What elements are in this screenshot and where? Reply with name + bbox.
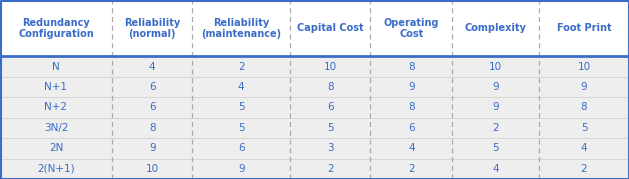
Text: 4: 4 <box>493 164 499 174</box>
Text: 10: 10 <box>489 62 502 72</box>
Text: Capital Cost: Capital Cost <box>297 23 364 33</box>
Text: 8: 8 <box>327 82 333 92</box>
Text: 3N/2: 3N/2 <box>44 123 68 133</box>
Text: 9: 9 <box>149 143 155 153</box>
Text: 6: 6 <box>149 82 155 92</box>
Text: N+1: N+1 <box>45 82 67 92</box>
Text: Complexity: Complexity <box>465 23 526 33</box>
Text: 2: 2 <box>493 123 499 133</box>
Text: 8: 8 <box>408 102 415 112</box>
Text: 8: 8 <box>408 62 415 72</box>
Bar <box>0 0 629 56</box>
Text: 10: 10 <box>146 164 159 174</box>
Bar <box>0 97 629 118</box>
Text: 9: 9 <box>408 82 415 92</box>
Text: Reliability
(normal): Reliability (normal) <box>124 18 181 39</box>
Text: 9: 9 <box>493 82 499 92</box>
Bar <box>0 56 629 77</box>
Text: Reliability
(maintenance): Reliability (maintenance) <box>201 18 281 39</box>
Text: 5: 5 <box>238 102 245 112</box>
Text: 9: 9 <box>238 164 245 174</box>
Text: Foot Print: Foot Print <box>557 23 611 33</box>
Bar <box>0 118 629 138</box>
Text: N+2: N+2 <box>45 102 67 112</box>
Text: 10: 10 <box>577 62 591 72</box>
Text: 6: 6 <box>327 102 333 112</box>
Bar <box>0 138 629 159</box>
Text: 2(N+1): 2(N+1) <box>37 164 75 174</box>
Text: 8: 8 <box>581 102 587 112</box>
Text: 6: 6 <box>238 143 245 153</box>
Text: 2: 2 <box>238 62 245 72</box>
Text: 5: 5 <box>327 123 333 133</box>
Text: Redundancy
Configuration: Redundancy Configuration <box>18 18 94 39</box>
Text: 4: 4 <box>581 143 587 153</box>
Text: 2: 2 <box>327 164 333 174</box>
Text: 6: 6 <box>149 102 155 112</box>
Text: 4: 4 <box>408 143 415 153</box>
Text: 5: 5 <box>493 143 499 153</box>
Bar <box>0 159 629 179</box>
Text: 2N: 2N <box>49 143 63 153</box>
Bar <box>0 77 629 97</box>
Text: Operating
Cost: Operating Cost <box>384 18 439 39</box>
Text: 10: 10 <box>324 62 337 72</box>
Text: 2: 2 <box>581 164 587 174</box>
Text: 4: 4 <box>149 62 155 72</box>
Text: 9: 9 <box>581 82 587 92</box>
Text: 5: 5 <box>581 123 587 133</box>
Text: 4: 4 <box>238 82 245 92</box>
Text: 2: 2 <box>408 164 415 174</box>
Text: 5: 5 <box>238 123 245 133</box>
Text: 6: 6 <box>408 123 415 133</box>
Text: 3: 3 <box>327 143 333 153</box>
Text: 9: 9 <box>493 102 499 112</box>
Text: N: N <box>52 62 60 72</box>
Text: 8: 8 <box>149 123 155 133</box>
